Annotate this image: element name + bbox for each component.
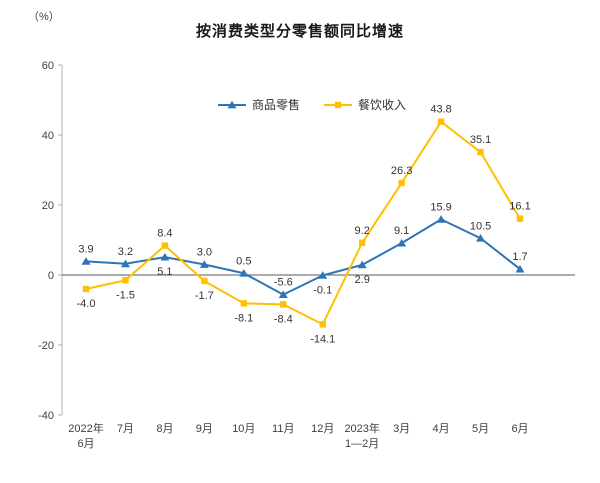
data-label-goods-retail: 5.1: [157, 266, 172, 278]
data-label-goods-retail: 1.7: [512, 251, 527, 263]
x-tick-label: 7月: [117, 423, 134, 435]
series-goods-retail-triangle-marker: [278, 290, 288, 298]
x-tick-label: 10月: [232, 423, 255, 435]
data-label-catering-income: -14.1: [310, 333, 335, 345]
series-catering-income: -4.0 -1.5 8.4 -1.7 -8.1 -8.4 -14.1 9.2 26.3 43.8 3…: [77, 104, 531, 346]
data-label-goods-retail: 2.9: [355, 274, 370, 286]
series-goods-retail-triangle-marker: [160, 252, 170, 261]
series-catering-income-square-marker: [240, 300, 248, 307]
data-label-catering-income: -8.1: [234, 312, 253, 324]
y-tick-label: 40: [42, 130, 54, 142]
series-catering-income-square-marker: [437, 118, 445, 125]
x-tick-label: 5月: [472, 423, 489, 435]
series-catering-income-square-marker: [358, 239, 366, 246]
series-catering-income-square-marker: [516, 215, 524, 222]
series-goods-retail-line: [85, 218, 521, 296]
data-label-catering-income: 26.3: [391, 165, 412, 177]
y-tick-label: -20: [38, 340, 54, 352]
data-label-goods-retail: 0.5: [236, 255, 251, 267]
y-axis-unit-label: （%）: [28, 11, 60, 23]
data-label-catering-income: -4.0: [77, 298, 96, 310]
data-label-catering-income: -8.4: [274, 313, 293, 325]
x-tick-label: 6月: [511, 423, 528, 435]
x-tick-label: 12月: [311, 423, 334, 435]
series-catering-income-square-marker: [201, 277, 208, 285]
series-goods-retail-triangle-marker: [239, 269, 249, 277]
series-goods-retail-triangle-marker: [436, 215, 446, 223]
y-tick-label: 0: [48, 270, 54, 282]
series-goods-retail-triangle-marker: [397, 238, 407, 247]
series-goods-retail-triangle-marker: [357, 260, 367, 269]
x-tick-label: 3月: [393, 423, 410, 435]
data-label-goods-retail: 3.2: [118, 246, 133, 258]
x-tick-label: 2023年 1—2月: [344, 421, 379, 450]
series-catering-income-square-marker: [477, 148, 484, 156]
series-goods-retail-triangle-marker: [120, 259, 130, 268]
data-label-goods-retail: 10.5: [470, 220, 491, 232]
series-goods-retail-triangle-marker: [515, 264, 525, 273]
x-tick-label: 4月: [433, 423, 450, 435]
data-label-catering-income: -1.7: [195, 290, 214, 302]
data-label-goods-retail: 3.9: [78, 243, 93, 255]
data-label-catering-income: 35.1: [470, 134, 491, 146]
series-catering-income-square-marker: [82, 285, 90, 293]
series-goods-retail-triangle-marker: [318, 271, 328, 279]
series-catering-income-square-marker: [161, 242, 169, 249]
legend-item-goods-retail: 商品零售: [218, 97, 300, 112]
data-label-goods-retail: 3.0: [197, 247, 212, 259]
legend-label-catering-income: 餐饮收入: [358, 97, 406, 112]
x-axis-labels: 2022年 6月 7月 8月 9月 10月 11月 12月 2023年 1—2月 3月 4月 5月 6月: [68, 421, 528, 450]
data-label-goods-retail: -0.1: [313, 284, 332, 296]
data-label-catering-income: 9.2: [355, 225, 370, 237]
data-label-goods-retail: 15.9: [430, 201, 451, 213]
series-goods-retail-triangle-marker: [199, 260, 209, 268]
data-label-catering-income: 16.1: [509, 201, 530, 213]
series-goods-retail: 3.9 3.2 5.1 3.0 0.5 -5.6 -0.1 2.9 9.1 15.9 10.5 1.7: [78, 201, 528, 298]
y-tick-label: 60: [42, 60, 54, 72]
x-tick-label: 9月: [196, 423, 213, 435]
series-catering-income-square-marker: [280, 301, 287, 308]
chart-title: 按消费类型分零售额同比增速: [195, 23, 404, 40]
data-label-catering-income: 43.8: [430, 104, 451, 116]
series-goods-retail-triangle-marker: [476, 234, 486, 242]
y-tick-label: 20: [42, 200, 54, 212]
data-label-goods-retail: 9.1: [394, 225, 409, 237]
data-label-goods-retail: -5.6: [274, 277, 293, 289]
series-catering-income-line: [85, 120, 521, 326]
x-tick-label: 11月: [272, 423, 294, 435]
data-label-catering-income: 8.4: [157, 228, 172, 240]
series-catering-income-square-marker: [122, 277, 129, 284]
series-catering-income-square-marker: [319, 321, 326, 328]
y-axis-ticks: 60 40 20 0 -20 -40: [38, 60, 62, 422]
x-tick-label: 2022年 6月: [68, 421, 103, 450]
legend: 商品零售 餐饮收入: [218, 97, 406, 112]
legend-catering-income-square-marker: [334, 101, 342, 109]
y-tick-label: -40: [38, 410, 54, 422]
data-label-catering-income: -1.5: [116, 289, 135, 301]
legend-goods-retail-triangle-marker: [227, 100, 237, 109]
legend-label-goods-retail: 商品零售: [252, 97, 300, 112]
legend-item-catering-income: 餐饮收入: [324, 97, 406, 112]
series-goods-retail-triangle-marker: [81, 257, 91, 265]
series-catering-income-square-marker: [398, 179, 405, 187]
x-tick-label: 8月: [156, 423, 173, 435]
